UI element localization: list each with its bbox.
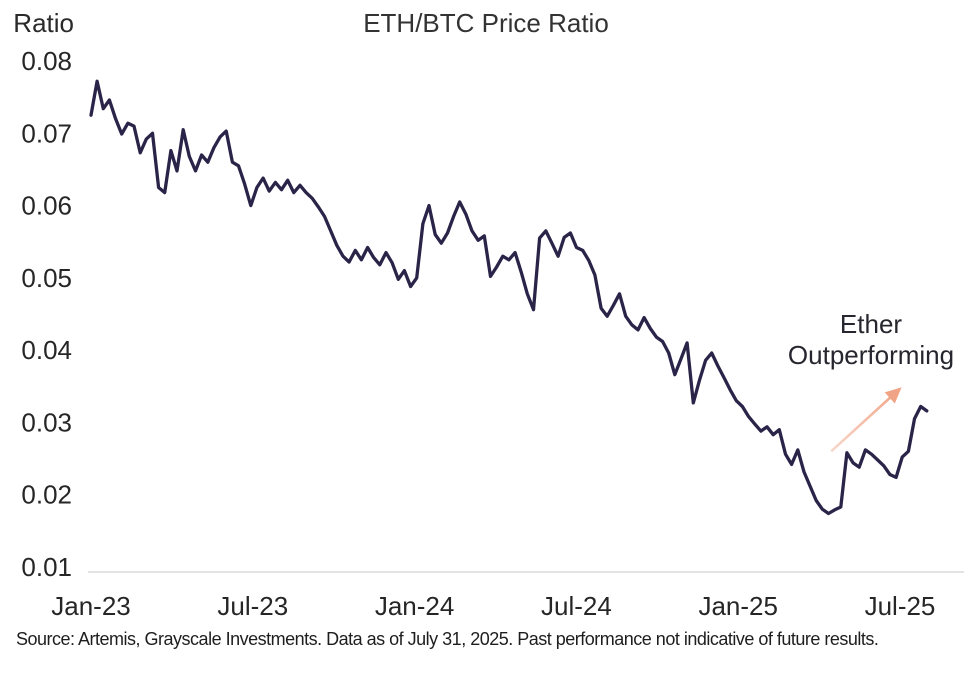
annotation-line-2: Outperforming xyxy=(787,340,955,370)
annotation-ether-outperforming: Ether Outperforming xyxy=(771,309,971,371)
y-tick-label: 0.08 xyxy=(21,46,72,76)
x-tick-label: Jul-24 xyxy=(541,591,612,621)
x-tick-label: Jan-24 xyxy=(375,591,455,621)
x-tick-label: Jul-23 xyxy=(217,591,288,621)
annotation-line-1: Ether xyxy=(839,309,903,339)
y-axis-title: Ratio xyxy=(13,8,74,38)
x-tick-label: Jan-25 xyxy=(698,591,778,621)
x-tick-label: Jul-25 xyxy=(865,591,936,621)
y-tick-label: 0.02 xyxy=(21,480,72,510)
y-tick-label: 0.05 xyxy=(21,263,72,293)
trend-arrow-head xyxy=(884,387,902,404)
chart-title: ETH/BTC Price Ratio xyxy=(363,8,609,38)
trend-arrow-shaft xyxy=(830,388,900,453)
y-tick-label: 0.04 xyxy=(21,335,72,365)
y-tick-label: 0.03 xyxy=(21,407,72,437)
y-tick-label: 0.06 xyxy=(21,191,72,221)
price-line xyxy=(89,79,929,516)
y-tick-label: 0.01 xyxy=(21,552,72,582)
source-note: Source: Artemis, Grayscale Investments. … xyxy=(16,629,879,649)
x-tick-label: Jan-23 xyxy=(51,591,131,621)
y-tick-label: 0.07 xyxy=(21,118,72,148)
